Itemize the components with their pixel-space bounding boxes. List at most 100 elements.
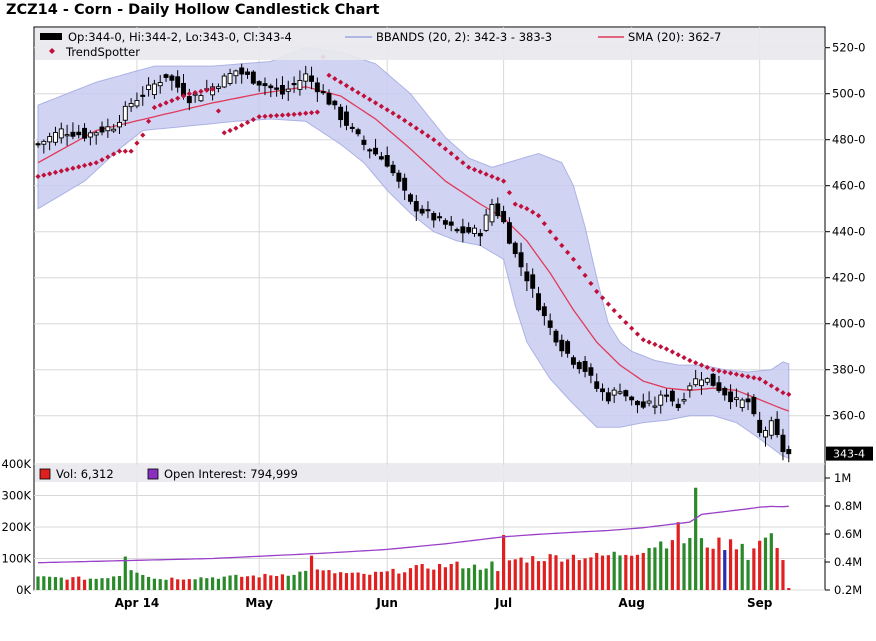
trendspotter-marker — [535, 213, 542, 219]
trendspotter-marker — [681, 355, 687, 361]
volume-bar — [490, 561, 494, 590]
volume-bar — [368, 574, 372, 590]
volume-bar — [286, 575, 290, 590]
candle-body — [268, 85, 274, 89]
volume-bar — [403, 572, 407, 590]
volume-bar — [752, 548, 756, 590]
candle-body — [349, 126, 355, 129]
candle-body — [262, 83, 268, 87]
date-tick-label: Aug — [618, 596, 644, 610]
trendspotter-marker — [372, 100, 379, 106]
volume-bar — [356, 572, 360, 590]
candle-body — [425, 209, 431, 212]
volume-bar — [414, 565, 418, 590]
candle-body — [87, 132, 93, 138]
candle-body — [751, 396, 757, 415]
volume-bar — [478, 569, 482, 590]
trendspotter-marker — [466, 164, 472, 170]
trendspotter-marker — [646, 339, 652, 345]
trendspotter-marker — [111, 151, 117, 157]
volume-bars — [36, 487, 791, 590]
trendspotter-marker — [227, 127, 233, 134]
volume-bar — [542, 561, 546, 590]
volume-bar — [507, 560, 512, 590]
volume-bar — [362, 573, 366, 590]
volume-bar — [641, 552, 645, 590]
candle-body — [733, 397, 739, 401]
candle-body — [326, 92, 332, 105]
trendspotter-marker — [175, 95, 181, 101]
price-legend: Op:344-0, Hi:344-2, Lo:343-0, Cl:343-4 B… — [35, 28, 824, 60]
volume-tick-label: 300K — [2, 489, 32, 503]
candle-body — [151, 83, 157, 96]
candle-body — [227, 73, 233, 84]
trendspotter-marker — [733, 371, 739, 377]
trendspotter-marker — [204, 87, 210, 93]
volume-bar — [170, 577, 174, 590]
volume-bar — [461, 568, 465, 590]
trendspotter-marker — [332, 76, 338, 82]
trendspotter-marker — [582, 272, 588, 278]
trendspotter-marker — [81, 162, 88, 169]
price-tick-label: 520-0 — [832, 41, 865, 55]
candle-body — [617, 391, 623, 394]
volume-bar — [420, 564, 424, 590]
volume-bar — [251, 575, 255, 590]
candle-body — [646, 400, 652, 404]
candle-body — [553, 330, 559, 343]
trendspotter-marker — [780, 390, 786, 396]
trendspotter-marker — [617, 314, 623, 320]
volume-bar — [385, 571, 389, 590]
volume-bar — [408, 568, 413, 590]
trendspotter-marker — [448, 150, 454, 157]
trendspotter-marker — [157, 102, 163, 108]
volume-bar — [82, 579, 87, 590]
volume-bar — [100, 578, 104, 590]
volume-tick-label: 0K — [16, 583, 31, 597]
candle-body — [99, 126, 105, 133]
candle-body — [687, 385, 693, 391]
volume-bar — [711, 548, 715, 590]
volume-bar — [746, 559, 750, 590]
trendspotter-marker — [518, 203, 524, 209]
volume-bar — [135, 572, 139, 590]
candle-body — [512, 242, 518, 255]
trendspotter-marker — [326, 72, 332, 78]
candle-body — [256, 81, 262, 86]
trendspotter-marker — [623, 319, 629, 326]
trendspotter-marker — [58, 168, 64, 174]
trendspotter-marker — [471, 167, 478, 173]
volume-bar — [280, 574, 285, 590]
volume-bar — [647, 548, 651, 590]
trendspotter-marker — [343, 83, 350, 89]
candle-body — [117, 121, 122, 128]
trendspotter-marker — [402, 117, 408, 124]
trendspotter-marker — [76, 164, 82, 170]
trendspotter-marker — [349, 86, 355, 92]
trendspotter-marker — [355, 89, 361, 96]
trendspotter-marker — [367, 96, 373, 103]
volume-bar — [257, 577, 261, 590]
trendspotter-marker — [303, 110, 309, 116]
candle-body — [716, 382, 722, 392]
date-axis: Apr 14 May Jun Jul Aug Sep — [115, 596, 773, 610]
volume-bar — [344, 573, 349, 590]
trendspotter-marker — [739, 372, 745, 379]
volume-bar — [211, 577, 215, 590]
volume-bar — [670, 540, 674, 590]
ohlc-legend-text: Op:344-0, Hi:344-2, Lo:343-0, Cl:343-4 — [68, 30, 292, 44]
candle-body — [373, 147, 379, 155]
trendspotter-marker — [501, 178, 507, 184]
candle-body — [245, 71, 250, 75]
volume-bar — [595, 552, 599, 590]
sma-line — [37, 86, 790, 412]
candle-body — [611, 389, 617, 396]
candle-body — [541, 306, 547, 317]
volume-bar — [787, 588, 791, 590]
trendspotter-marker — [419, 129, 425, 135]
volume-bar — [577, 560, 581, 590]
candle-body — [652, 405, 658, 408]
trendspotter-marker — [64, 167, 70, 173]
trendspotter-marker — [338, 79, 344, 85]
candle-body — [396, 172, 402, 182]
